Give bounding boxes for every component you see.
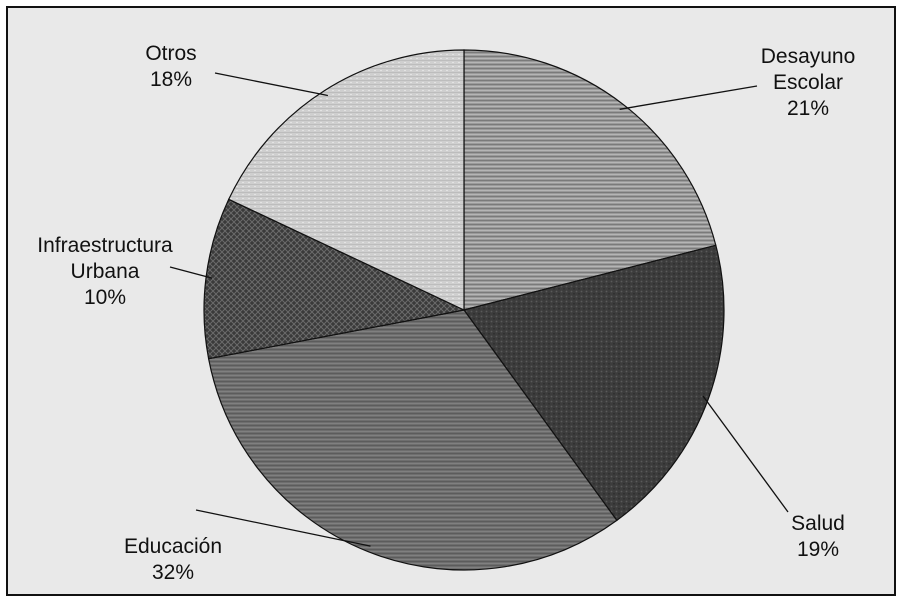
slice-name: Salud [791,512,845,535]
slice-label-1: Salud 19% [791,512,845,561]
slice-name: Desayuno [761,45,856,68]
slice-label-2: Educación 32% [124,535,222,584]
slice-name: Urbana [71,260,140,283]
pie-slice-3 [203,198,466,360]
slice-name: Otros [145,42,196,65]
slice-labels: Desayuno Escolar 21% Salud 19% Educación 32% In… [37,42,855,584]
pie-slices [203,49,725,571]
slice-pct: 10% [84,286,126,309]
slice-pct: 18% [150,68,192,91]
slice-pct: 19% [797,538,839,561]
slice-name: Educación [124,535,222,558]
leader-line-3 [169,266,213,279]
leader-line-1 [702,395,789,513]
slice-label-0: Desayuno Escolar 21% [761,45,856,120]
leader-line-0 [619,85,758,110]
pie-slice-2 [207,309,618,571]
slice-pct: 21% [787,97,829,120]
leader-lines [169,72,789,547]
pie-slice-4 [227,49,465,311]
pie-slice-1 [462,244,725,522]
leader-line-4 [214,72,329,97]
leader-line-2 [195,509,371,547]
slice-name: Escolar [773,71,843,94]
pie-slice-0 [463,49,717,311]
slice-label-4: Otros 18% [145,42,196,91]
slice-pct: 32% [152,561,194,584]
slice-name: Infraestructura [37,234,173,257]
slice-label-3: Infraestructura Urbana 10% [37,234,173,309]
